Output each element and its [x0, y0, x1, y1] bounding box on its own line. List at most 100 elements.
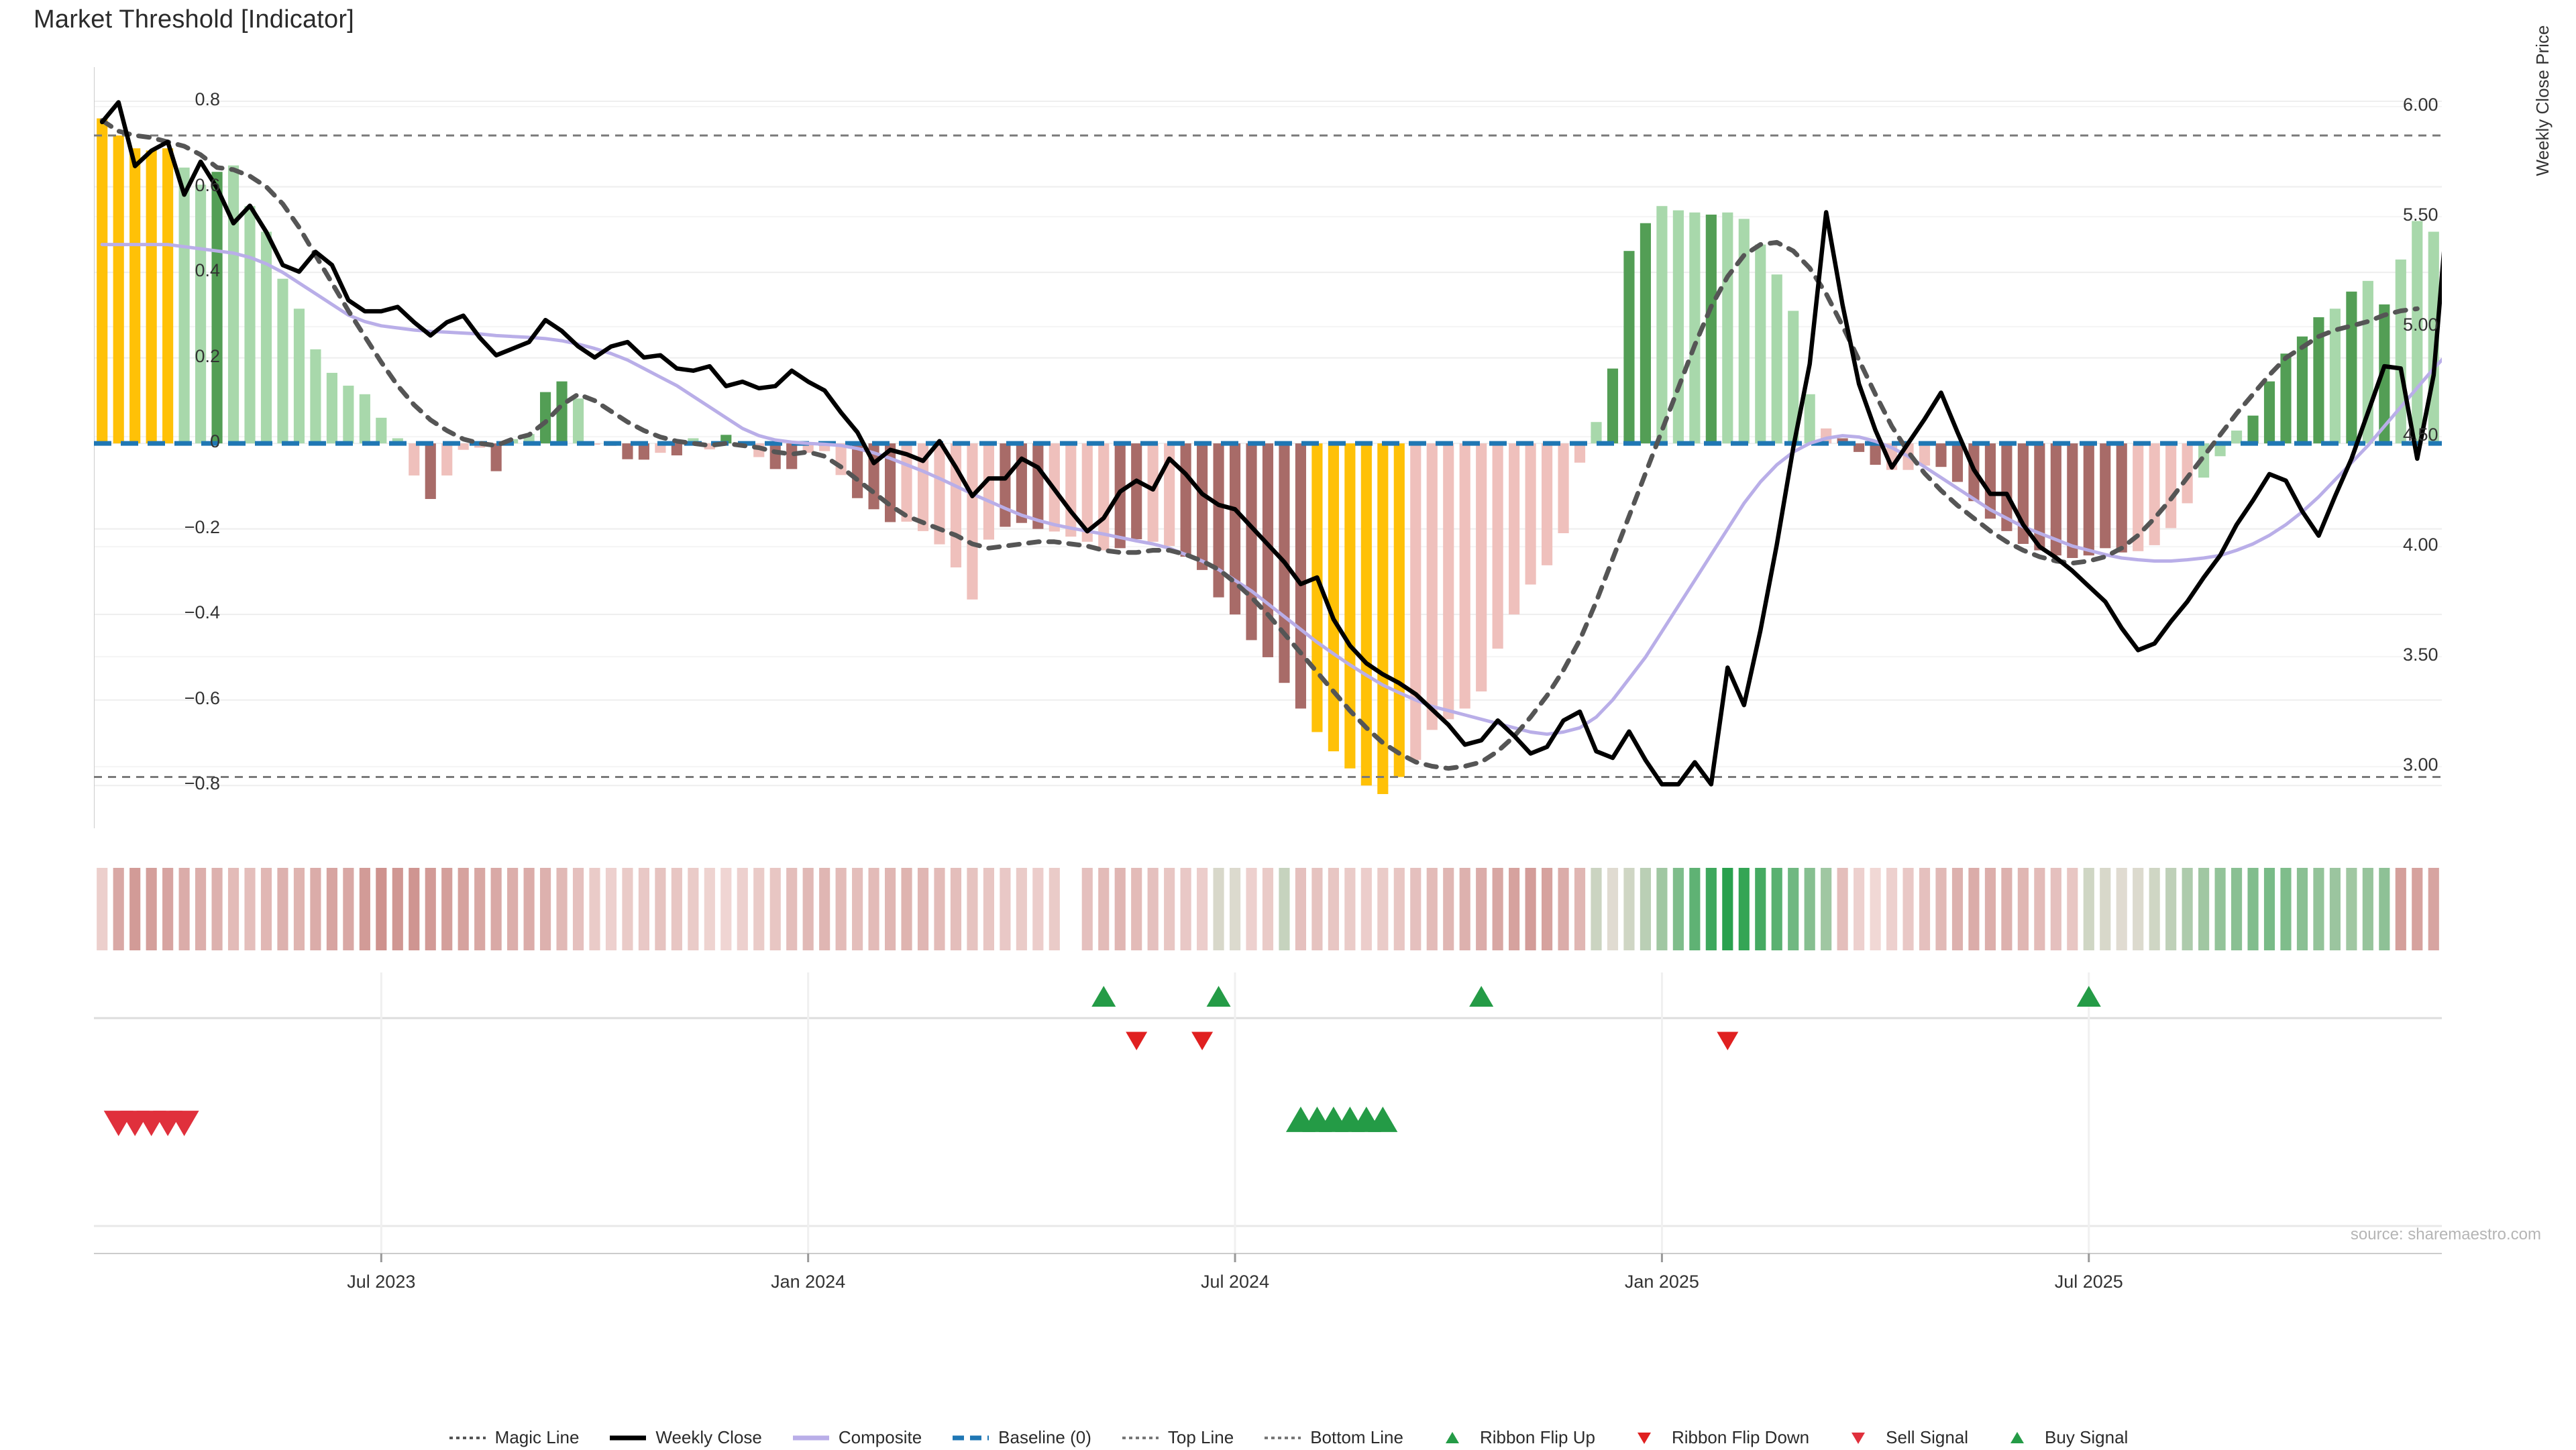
- triangle-up-icon: [1998, 1429, 2037, 1447]
- composite-bar: [2116, 443, 2127, 553]
- ribbon-cell: [1443, 868, 1454, 950]
- composite-bar: [1919, 443, 1931, 466]
- dotted-line-icon: [1121, 1429, 1160, 1447]
- legend-item-weekly-close[interactable]: Weekly Close: [608, 1427, 762, 1448]
- ribbon-cell: [1164, 868, 1175, 950]
- composite-bar: [1951, 443, 1964, 482]
- composite-bar: [1377, 443, 1389, 794]
- ribbon-cell: [1886, 868, 1898, 950]
- left-tick-label: 0.2: [195, 345, 220, 366]
- ribbon-cell: [2412, 868, 2423, 950]
- composite-bar: [392, 438, 403, 444]
- composite-bar: [1344, 443, 1356, 769]
- ribbon-cell: [835, 868, 847, 950]
- ribbon-cell: [540, 868, 551, 950]
- ribbon-cell: [1870, 868, 1881, 950]
- composite-bar: [1525, 443, 1536, 585]
- composite-bar: [1081, 443, 1093, 542]
- legend-item-magic-line[interactable]: Magic Line: [448, 1427, 579, 1448]
- ribbon-cell: [884, 868, 896, 950]
- composite-bar: [704, 443, 715, 450]
- ribbon-cell: [310, 868, 321, 950]
- composite-bar: [983, 443, 994, 540]
- left-tick-label: −0.2: [184, 516, 220, 537]
- x-tick-label: Jan 2025: [1624, 1272, 1699, 1292]
- ribbon-cell: [2231, 868, 2243, 950]
- composite-bar: [1771, 274, 1782, 444]
- composite-bar: [2296, 336, 2308, 444]
- ribbon-cell: [2379, 868, 2390, 950]
- composite-bar: [2214, 443, 2226, 457]
- ribbon-cell: [1951, 868, 1964, 950]
- ribbon-cell: [1197, 868, 1208, 950]
- ribbon-cell: [441, 868, 453, 950]
- composite-bar: [2001, 443, 2012, 531]
- ribbon-cell: [1623, 868, 1635, 950]
- legend-item-sell-signal[interactable]: Sell Signal: [1839, 1427, 1968, 1448]
- ribbon-cell: [507, 868, 519, 950]
- legend-item-bottom-line[interactable]: Bottom Line: [1263, 1427, 1403, 1448]
- ribbon-strip: [94, 864, 2442, 954]
- composite-bar: [2329, 309, 2341, 444]
- legend-item-top-line[interactable]: Top Line: [1121, 1427, 1234, 1448]
- ribbon-cell: [293, 868, 305, 950]
- composite-bar: [2379, 304, 2390, 444]
- composite-bar: [1755, 244, 1766, 444]
- composite-bar: [2034, 443, 2045, 551]
- composite-bar: [2133, 443, 2144, 551]
- composite-bar: [1542, 443, 1553, 565]
- composite-bar: [1065, 443, 1077, 537]
- x-tick-label: Jul 2025: [2054, 1272, 2123, 1292]
- ribbon-strip-svg: [97, 868, 2439, 950]
- composite-bar: [835, 443, 847, 476]
- ribbon-cell: [1821, 868, 1832, 950]
- ribbon-cell: [1919, 868, 1931, 950]
- ribbon-cell: [2034, 868, 2045, 950]
- legend-item-ribbon-flip-down[interactable]: Ribbon Flip Down: [1625, 1427, 1809, 1448]
- composite-bar: [425, 443, 436, 500]
- left-tick-label: −0.8: [184, 773, 220, 794]
- composite-bar: [1705, 214, 1717, 444]
- composite-bar: [293, 309, 305, 444]
- ribbon-cell: [2263, 868, 2275, 950]
- legend-item-baseline-0[interactable]: Baseline (0): [951, 1427, 1091, 1448]
- composite-bar: [1788, 311, 1799, 444]
- ribbon-cell: [1016, 868, 1027, 950]
- composite-bar: [1837, 438, 1848, 444]
- ribbon-cell: [1459, 868, 1470, 950]
- signal-panel: [94, 972, 2442, 1254]
- legend-item-ribbon-flip-up[interactable]: Ribbon Flip Up: [1433, 1427, 1595, 1448]
- composite-bar: [1311, 443, 1323, 732]
- composite-bar: [934, 443, 945, 545]
- legend-item-composite[interactable]: Composite: [792, 1427, 922, 1448]
- ribbon-cell: [917, 868, 929, 950]
- left-tick-label: 0.4: [195, 260, 220, 281]
- ribbon-cell: [1837, 868, 1848, 950]
- ribbon-flip-down-marker: [1126, 1031, 1148, 1050]
- ribbon-cell: [1114, 868, 1126, 950]
- composite-bar: [2100, 443, 2111, 549]
- ribbon-cell: [2182, 868, 2193, 950]
- ribbon-cell: [1542, 868, 1553, 950]
- ribbon-cell: [211, 868, 223, 950]
- legend-label: Top Line: [1167, 1427, 1234, 1447]
- ribbon-cell: [1574, 868, 1586, 950]
- composite-bar: [113, 135, 124, 444]
- composite-bar: [1131, 443, 1142, 539]
- composite-bar: [2263, 381, 2275, 444]
- composite-bar: [195, 184, 207, 444]
- composite-bar: [769, 443, 781, 469]
- ribbon-cell: [2017, 868, 2029, 950]
- legend-item-buy-signal[interactable]: Buy Signal: [1998, 1427, 2128, 1448]
- ribbon-cell: [2329, 868, 2341, 950]
- page-title: Market Threshold [Indicator]: [34, 5, 355, 34]
- composite-bar: [638, 443, 650, 460]
- composite-bar: [1180, 443, 1191, 557]
- ribbon-cell: [227, 868, 239, 950]
- ribbon-cell: [1147, 868, 1159, 950]
- composite-bar: [1558, 443, 1569, 534]
- composite-bar: [1393, 443, 1405, 777]
- composite-bar: [1722, 212, 1733, 444]
- ribbon-flip-down-marker: [1191, 1031, 1214, 1050]
